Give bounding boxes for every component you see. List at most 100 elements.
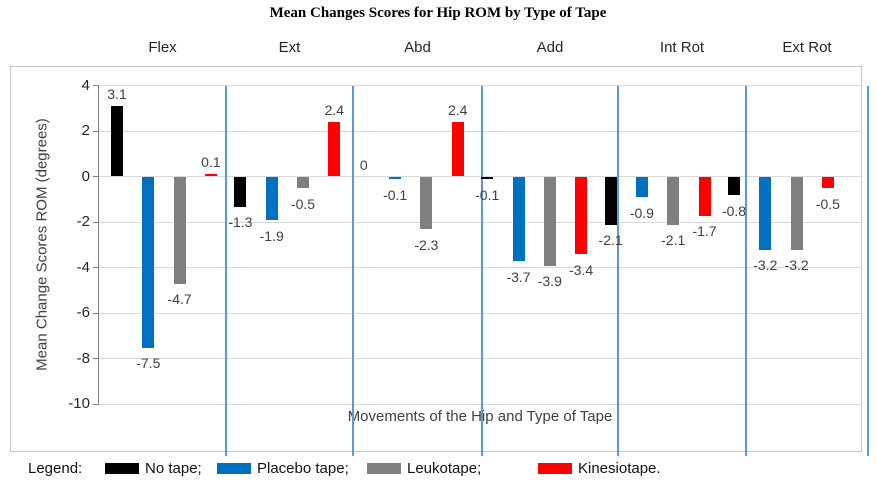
category-label: Int Rot	[659, 39, 705, 56]
bar-leukotape	[790, 177, 803, 250]
legend-swatch	[217, 463, 251, 474]
bar-value-label: -2.3	[414, 236, 439, 253]
bar-value-label: -2.1	[661, 232, 686, 249]
bar-value-label: -0.5	[290, 195, 316, 212]
bar-value-label: -7.5	[136, 355, 161, 372]
bar-value-label: -3.2	[753, 257, 778, 274]
legend-swatch	[367, 463, 401, 474]
bar-kinesiotape	[698, 177, 711, 216]
bar-value-label: -3.7	[506, 268, 531, 285]
legend-item-label: Leukotape;	[407, 460, 482, 477]
bar-placebo-tape	[142, 177, 155, 348]
category-label: Ext Rot	[782, 39, 832, 56]
bar-no-tape	[728, 177, 740, 196]
category-label: Ext	[278, 39, 301, 56]
legend-item: Leukotape;	[367, 460, 481, 477]
bar-leukotape	[173, 177, 186, 284]
group-separator-line	[352, 85, 354, 456]
bar-leukotape	[420, 177, 433, 230]
bar-no-tape	[111, 105, 123, 177]
y-tick-label: -10	[68, 395, 90, 412]
legend-item-label: No tape;	[145, 460, 202, 477]
bar-value-label: -2.1	[598, 232, 623, 249]
bar-leukotape	[543, 177, 556, 266]
y-tick-mark	[93, 85, 99, 86]
legend-item: No tape;	[105, 460, 202, 477]
bar-leukotape	[667, 177, 680, 225]
group-separator-line	[745, 85, 747, 456]
legend-item: Placebo tape;	[217, 460, 349, 477]
bar-kinesiotape	[451, 121, 464, 177]
bar-value-label: 0.1	[201, 154, 221, 171]
bar-leukotape	[297, 177, 309, 189]
bar-value-label: -1.7	[692, 223, 717, 240]
bar-value-label: -0.1	[383, 186, 408, 203]
bar-no-tape	[604, 177, 617, 225]
bar-placebo-tape	[265, 177, 278, 221]
legend-item-label: Kinesiotape.	[578, 460, 661, 477]
bar-value-label: -0.9	[629, 204, 654, 221]
category-label: Add	[536, 39, 564, 56]
y-gridline	[99, 176, 861, 177]
group-separator-line	[481, 85, 483, 456]
group-separator-line	[617, 85, 619, 456]
bar-kinesiotape	[204, 174, 217, 177]
group-separator-line	[225, 85, 227, 456]
y-tick-label: 2	[81, 122, 90, 139]
bar-value-label: 2.4	[447, 101, 468, 118]
y-gridline	[99, 130, 861, 132]
y-tick-mark	[93, 176, 99, 177]
y-gridline	[99, 312, 861, 314]
legend: Legend: No tape; Placebo tape; Leukotape; K…	[0, 457, 876, 483]
bar-value-label: 2.4	[324, 101, 345, 118]
y-tick-label: -6	[76, 304, 90, 321]
y-gridline	[99, 221, 861, 223]
bar-kinesiotape	[328, 121, 341, 177]
bar-placebo-tape	[635, 177, 648, 198]
bar-kinesiotape	[821, 177, 834, 189]
legend-item: Kinesiotape.	[538, 460, 661, 477]
y-tick-mark	[93, 312, 99, 314]
y-tick-mark	[93, 130, 99, 132]
y-tick-mark	[93, 403, 99, 405]
bar-value-label: 3.1	[107, 85, 127, 102]
y-gridline	[99, 85, 861, 86]
bar-value-label: -3.9	[537, 273, 562, 290]
bar-value-label: -0.5	[815, 195, 840, 212]
bar-kinesiotape	[575, 177, 588, 255]
y-gridline	[99, 267, 861, 268]
bar-value-label: -4.7	[167, 291, 192, 308]
legend-swatch	[105, 463, 139, 474]
bar-value-label: -3.2	[784, 257, 809, 274]
bar-placebo-tape	[512, 177, 525, 262]
category-label: Flex	[148, 39, 177, 56]
y-tick-label: -8	[76, 349, 90, 367]
y-tick-label: -4	[76, 258, 90, 276]
bar-value-label: -0.1	[475, 186, 500, 203]
bar-value-label: -3.4	[569, 261, 594, 278]
legend-item-label: Placebo tape;	[257, 460, 349, 477]
bar-no-tape	[481, 177, 494, 180]
y-tick-mark	[93, 221, 99, 223]
y-axis-line	[98, 85, 99, 404]
chart-area-border	[10, 66, 862, 452]
bar-placebo-tape	[389, 177, 402, 180]
x-axis-title: Movements of the Hip and Type of Tape	[347, 408, 613, 425]
y-gridline	[99, 358, 861, 359]
y-tick-mark	[93, 358, 99, 359]
bar-value-label: 0	[359, 156, 368, 173]
y-tick-mark	[93, 267, 99, 268]
y-gridline	[99, 403, 861, 405]
bar-no-tape	[234, 177, 247, 207]
bar-value-label: -1.3	[228, 214, 253, 231]
y-tick-label: 0	[81, 167, 90, 185]
chart-title: Mean Changes Scores for Hip ROM by Type …	[269, 5, 607, 21]
bar-value-label: -1.9	[259, 227, 284, 244]
legend-label: Legend:	[28, 460, 83, 477]
y-tick-label: -2	[76, 213, 90, 230]
bar-placebo-tape	[759, 177, 772, 250]
legend-swatch	[538, 463, 572, 474]
y-tick-label: 4	[81, 76, 90, 94]
group-separator-line	[867, 85, 869, 456]
